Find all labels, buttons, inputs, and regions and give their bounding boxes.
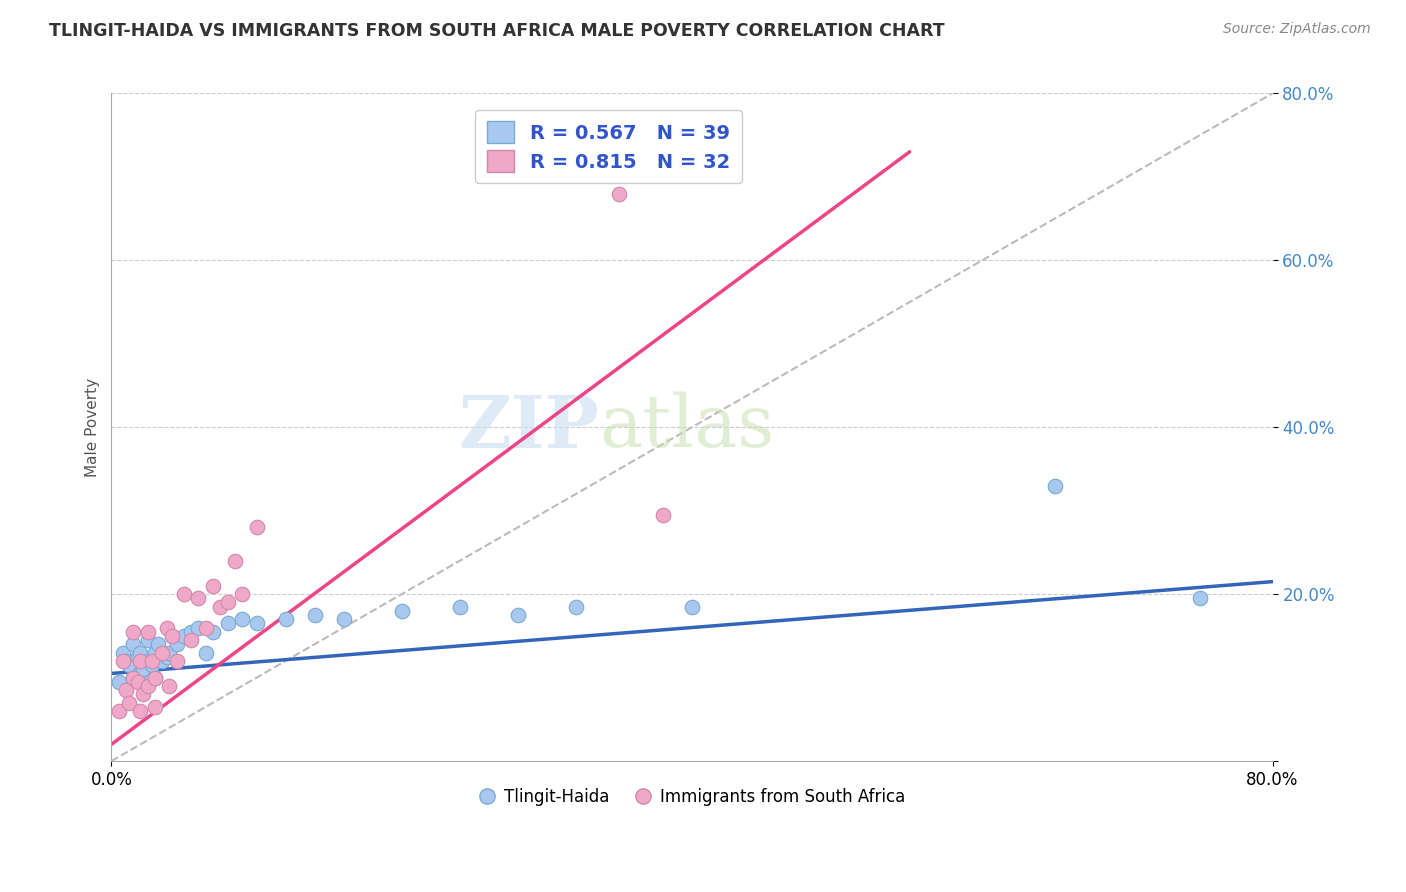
Point xyxy=(1188,591,1211,606)
Point xyxy=(111,654,134,668)
Point xyxy=(118,696,141,710)
Point xyxy=(159,646,181,660)
Point xyxy=(129,646,152,660)
Point xyxy=(115,683,138,698)
Point xyxy=(449,599,471,614)
Point xyxy=(129,654,152,668)
Point xyxy=(652,508,675,522)
Text: TLINGIT-HAIDA VS IMMIGRANTS FROM SOUTH AFRICA MALE POVERTY CORRELATION CHART: TLINGIT-HAIDA VS IMMIGRANTS FROM SOUTH A… xyxy=(49,22,945,40)
Point xyxy=(118,658,141,673)
Point xyxy=(166,637,188,651)
Point xyxy=(127,674,149,689)
Point xyxy=(132,662,155,676)
Point xyxy=(129,666,152,681)
Point xyxy=(231,587,253,601)
Point xyxy=(274,612,297,626)
Point xyxy=(136,633,159,648)
Point xyxy=(141,654,163,668)
Point xyxy=(122,671,145,685)
Point xyxy=(107,704,129,718)
Point xyxy=(136,654,159,668)
Y-axis label: Male Poverty: Male Poverty xyxy=(86,377,100,477)
Point xyxy=(150,654,173,668)
Point xyxy=(194,621,217,635)
Point xyxy=(1043,478,1066,492)
Point xyxy=(162,629,184,643)
Point xyxy=(202,579,225,593)
Point xyxy=(122,671,145,685)
Point xyxy=(146,637,169,651)
Point xyxy=(150,646,173,660)
Point xyxy=(224,554,246,568)
Point xyxy=(159,679,181,693)
Point xyxy=(202,624,225,639)
Point xyxy=(245,520,267,534)
Point xyxy=(245,616,267,631)
Text: ZIP: ZIP xyxy=(458,392,599,463)
Point xyxy=(115,654,138,668)
Point xyxy=(141,658,163,673)
Point xyxy=(129,704,152,718)
Text: atlas: atlas xyxy=(599,392,775,462)
Point xyxy=(143,699,166,714)
Point xyxy=(122,637,145,651)
Point xyxy=(609,186,631,201)
Point xyxy=(565,599,588,614)
Point xyxy=(173,629,195,643)
Point xyxy=(127,649,149,664)
Point xyxy=(136,624,159,639)
Point xyxy=(231,612,253,626)
Point xyxy=(332,612,354,626)
Point xyxy=(155,621,177,635)
Point xyxy=(122,624,145,639)
Point xyxy=(304,607,326,622)
Point xyxy=(166,654,188,668)
Point xyxy=(180,633,202,648)
Point xyxy=(155,649,177,664)
Point xyxy=(187,621,209,635)
Point xyxy=(209,599,232,614)
Point xyxy=(143,671,166,685)
Point xyxy=(194,646,217,660)
Point xyxy=(506,607,529,622)
Point xyxy=(111,646,134,660)
Point xyxy=(391,604,413,618)
Point xyxy=(107,674,129,689)
Point xyxy=(187,591,209,606)
Point xyxy=(217,595,239,609)
Legend: Tlingit-Haida, Immigrants from South Africa: Tlingit-Haida, Immigrants from South Afr… xyxy=(472,781,911,813)
Point xyxy=(136,679,159,693)
Point xyxy=(180,624,202,639)
Point xyxy=(681,599,703,614)
Point xyxy=(162,629,184,643)
Point xyxy=(143,646,166,660)
Point xyxy=(217,616,239,631)
Point xyxy=(143,671,166,685)
Text: Source: ZipAtlas.com: Source: ZipAtlas.com xyxy=(1223,22,1371,37)
Point xyxy=(132,687,155,701)
Point xyxy=(173,587,195,601)
